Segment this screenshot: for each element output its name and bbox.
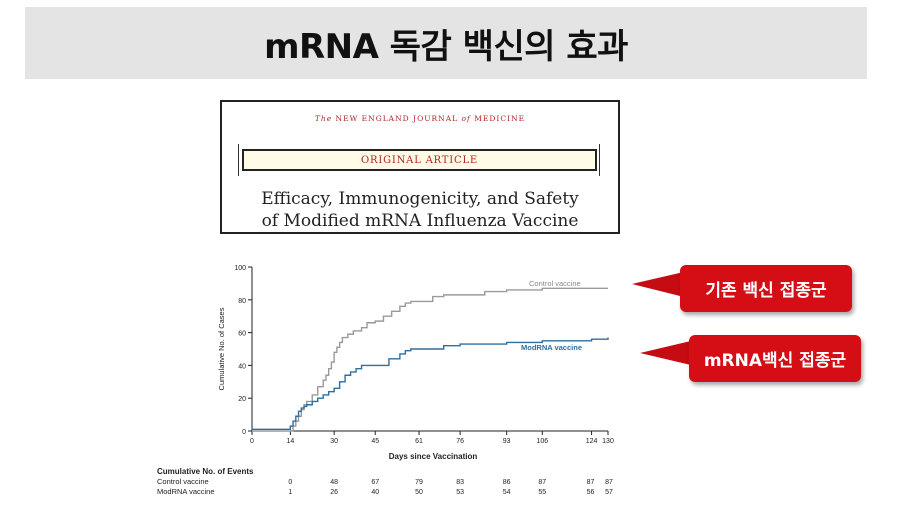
x-tick-label: 124	[586, 438, 598, 445]
article-title-line2: of Modified mRNA Influenza Vaccine	[261, 211, 579, 231]
events-row-label-control: Control vaccine	[157, 477, 209, 486]
x-tick-label: 61	[415, 438, 423, 445]
y-tick-label: 0	[242, 429, 246, 436]
callout-mrna-box: mRNA백신 접종군	[689, 335, 861, 382]
series-label-modrna: ModRNA vaccine	[521, 343, 582, 352]
journal-name-post: MEDICINE	[474, 114, 526, 123]
x-tick-label: 45	[371, 438, 379, 445]
journal-name-of: of	[461, 114, 471, 123]
journal-name-pre: The	[314, 114, 333, 123]
events-value: 86	[503, 479, 511, 486]
article-header: The NEW ENGLAND JOURNAL of MEDICINE ORIG…	[220, 100, 620, 234]
section-frame	[238, 144, 600, 176]
events-value: 87	[587, 479, 595, 486]
y-tick-label: 100	[234, 265, 246, 272]
events-value: 1	[288, 489, 292, 496]
control-vaccine-line	[252, 287, 608, 432]
events-value: 87	[605, 479, 613, 486]
section-label: ORIGINAL ARTICLE	[242, 149, 597, 171]
callout-pointer-mrna	[640, 340, 695, 366]
article-title: Efficacy, Immunogenicity, and Safety of …	[222, 188, 618, 232]
y-tick-label: 80	[238, 298, 246, 305]
events-value: 48	[330, 479, 338, 486]
slide-title: mRNA 독감 백신의 효과	[264, 26, 628, 67]
journal-name: The NEW ENGLAND JOURNAL of MEDICINE	[222, 114, 618, 123]
x-axis-label: Days since Vaccination	[389, 452, 478, 461]
title-bar: mRNA 독감 백신의 효과	[25, 7, 867, 79]
events-value: 55	[538, 489, 546, 496]
events-value: 0	[288, 479, 292, 486]
series-label-control: Control vaccine	[529, 279, 581, 288]
events-value: 54	[503, 489, 511, 496]
x-tick-label: 106	[536, 438, 548, 445]
chart-series	[252, 287, 609, 432]
y-axis-label: Cumulative No. of Cases	[217, 307, 226, 390]
events-value: 53	[456, 489, 464, 496]
x-tick-label: 0	[250, 438, 254, 445]
x-tick-label: 30	[330, 438, 338, 445]
journal-name-mid: NEW ENGLAND JOURNAL	[335, 114, 459, 123]
events-value: 57	[605, 489, 613, 496]
events-row-label-modrna: ModRNA vaccine	[157, 487, 215, 496]
events-table-title: Cumulative No. of Events	[157, 467, 254, 476]
events-value: 50	[415, 489, 423, 496]
x-tick-label: 76	[456, 438, 464, 445]
article-title-line1: Efficacy, Immunogenicity, and Safety	[261, 189, 579, 209]
y-tick-label: 60	[238, 331, 246, 338]
callout-pointer-control	[632, 271, 688, 298]
modrna-vaccine-line	[252, 337, 609, 431]
events-value: 83	[456, 479, 464, 486]
callout-control-box: 기존 백신 접종군	[680, 265, 852, 312]
events-values: 0 48 67 79 83 86 87 87 87 1 26 40 50 53 54 55 56 57	[288, 479, 613, 496]
events-value: 79	[415, 479, 423, 486]
x-tick-label: 14	[286, 438, 294, 445]
events-value: 40	[371, 489, 379, 496]
x-tick-label: 93	[503, 438, 511, 445]
y-tick-label: 20	[238, 396, 246, 403]
chart-axes: 0 20 40 60 80 100 0 14 30 45 61 76 93 106 124 130	[234, 265, 614, 445]
events-value: 26	[330, 489, 338, 496]
events-value: 56	[587, 489, 595, 496]
x-tick-label: 130	[602, 438, 614, 445]
y-tick-label: 40	[238, 363, 246, 370]
events-value: 67	[371, 479, 379, 486]
events-value: 87	[538, 479, 546, 486]
